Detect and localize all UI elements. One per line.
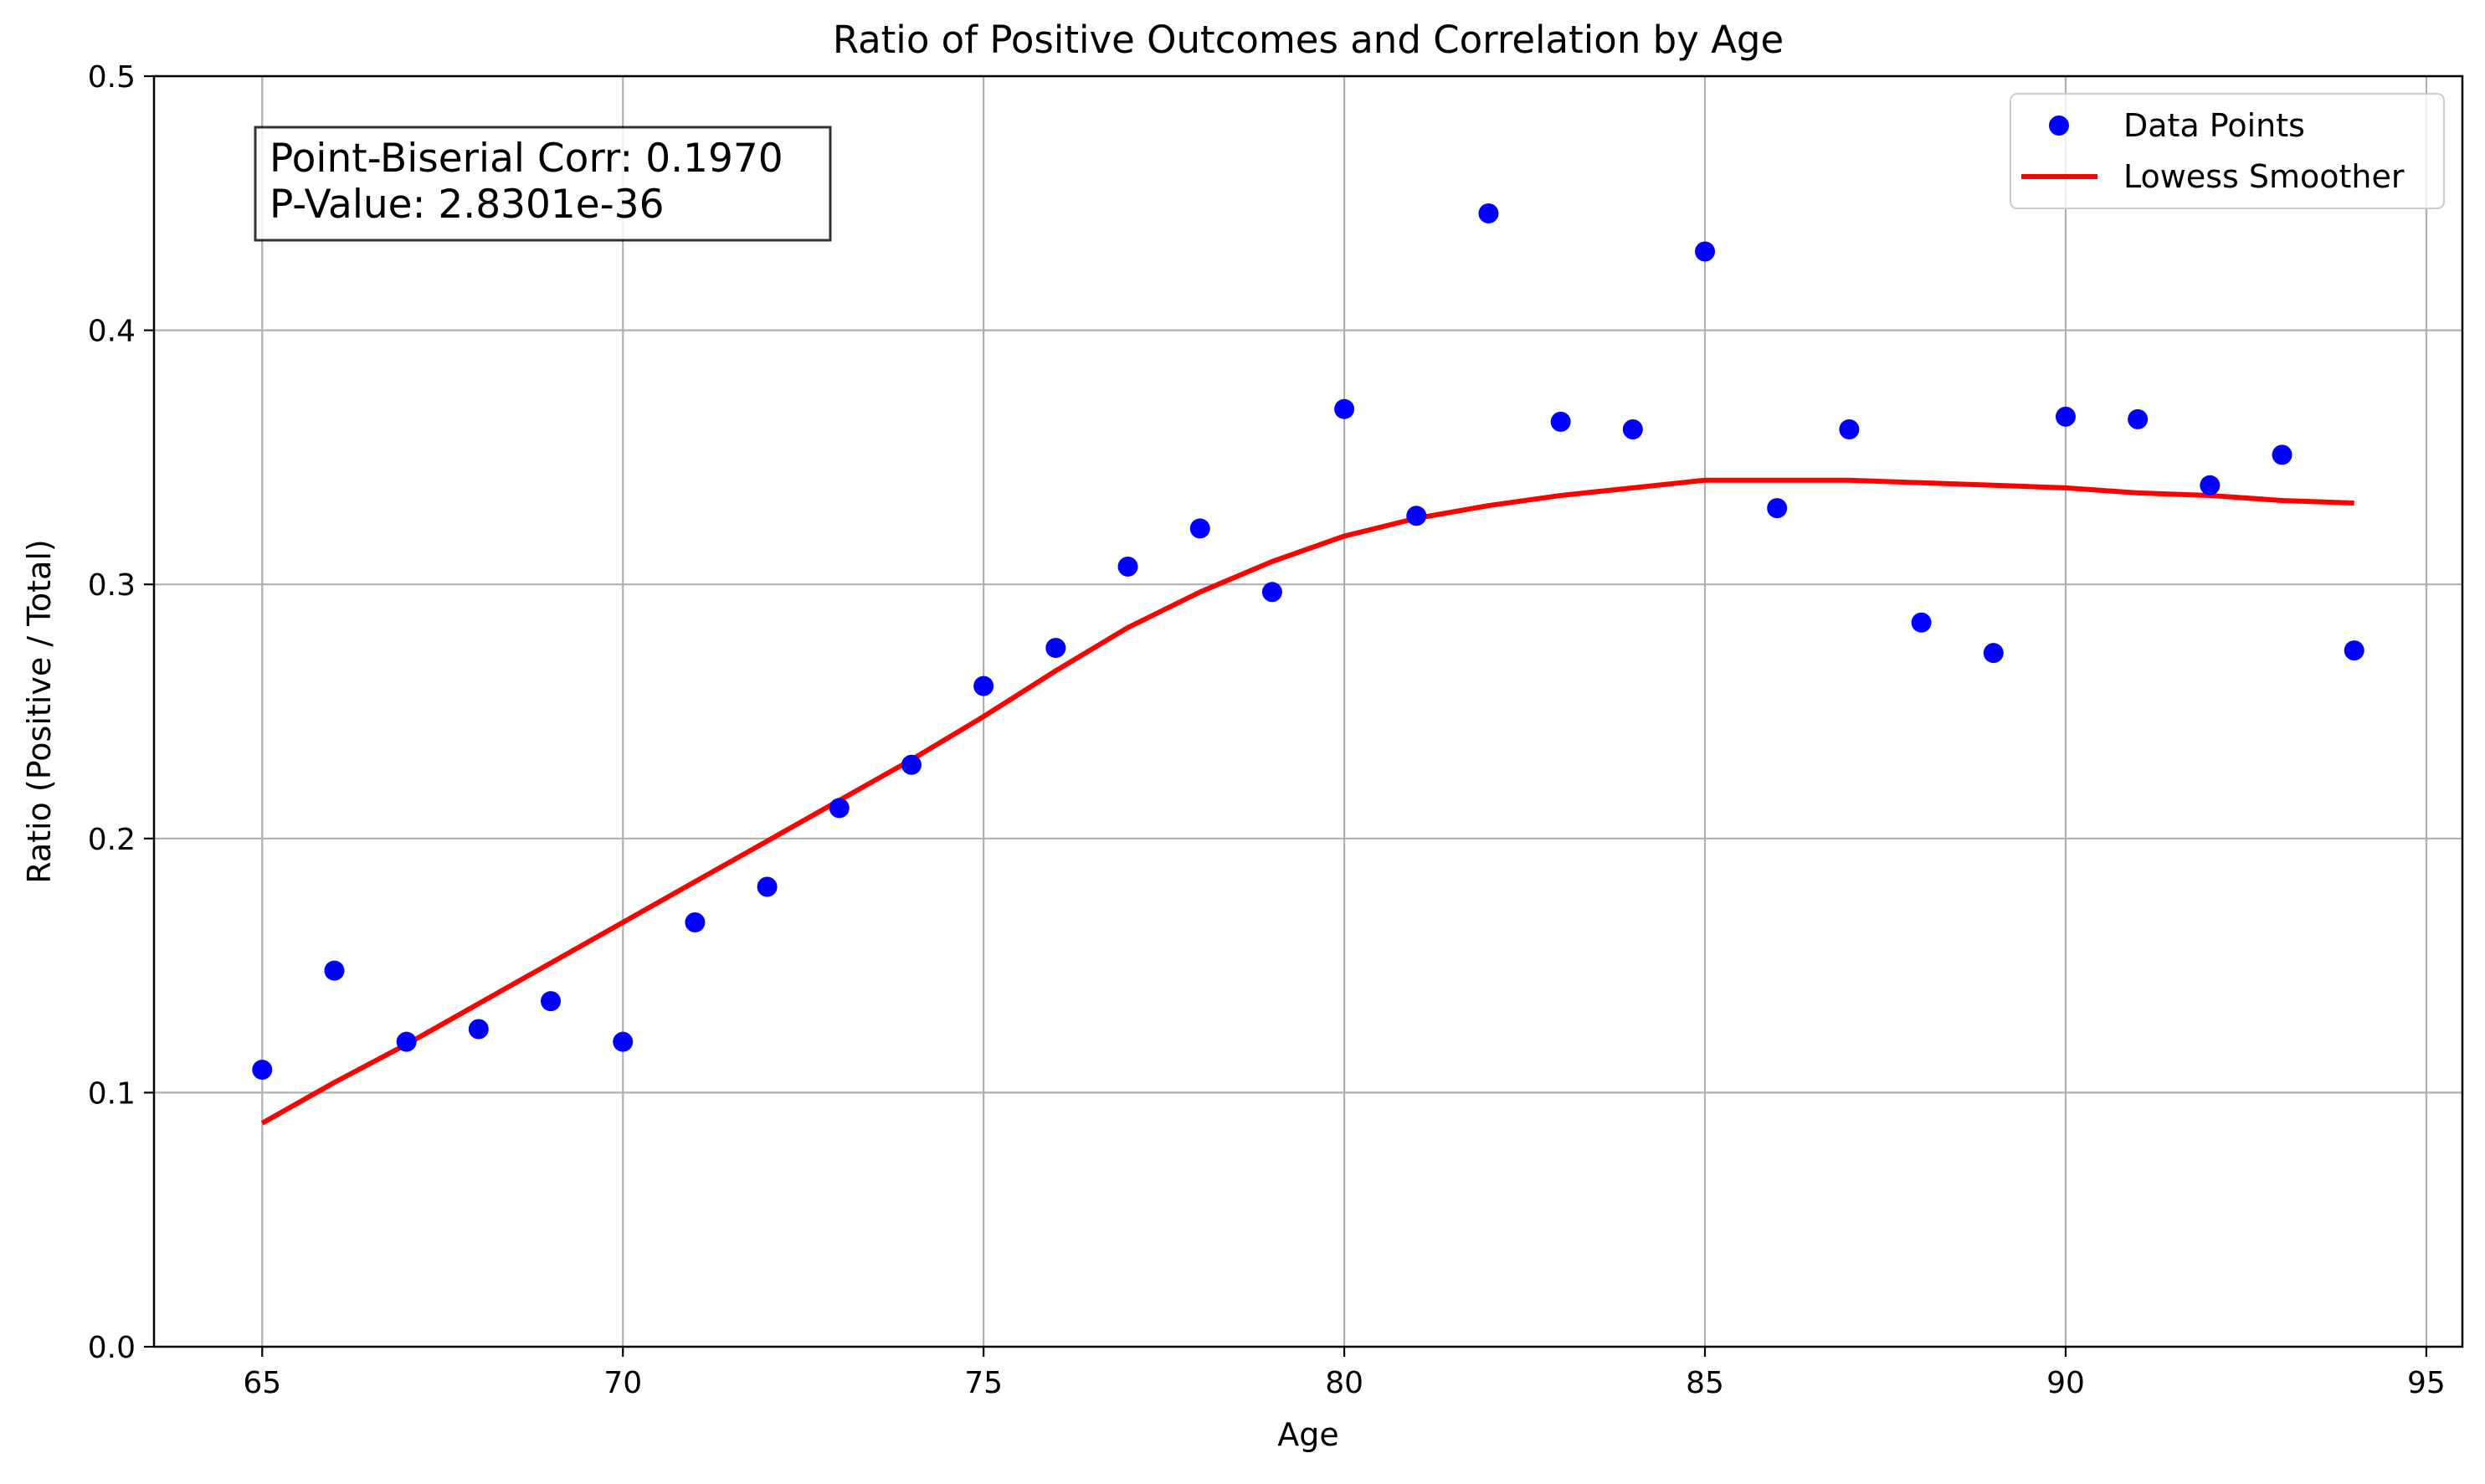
point-layer: [252, 203, 2364, 1081]
data-point: [252, 1060, 273, 1081]
data-point: [829, 798, 850, 819]
grid-layer: [154, 74, 2462, 1348]
data-point: [685, 911, 706, 932]
x-tick-label: 85: [1686, 1366, 1724, 1400]
annotation-correlation-text: Point-Biserial Corr: 0.1970: [270, 136, 783, 182]
y-tick-label: 0.3: [88, 568, 136, 603]
y-tick-label: 0.5: [88, 60, 136, 95]
annotation-box: Point-Biserial Corr: 0.1970 P-Value: 2.8…: [254, 126, 832, 242]
data-point: [1189, 518, 1210, 539]
x-tick-label: 90: [2046, 1366, 2085, 1400]
tick-layer: 65 70 75 80 85 90 95 0.0 0.1 0.2 0.3 0.4 0.5: [88, 60, 2446, 1400]
x-tick-label: 95: [2407, 1366, 2446, 1400]
data-point: [973, 675, 994, 696]
data-point: [468, 1019, 489, 1040]
data-point: [1478, 203, 1499, 223]
data-point: [2344, 640, 2364, 661]
data-point: [1839, 419, 1860, 440]
data-point: [396, 1031, 417, 1052]
x-tick-label: 70: [603, 1366, 642, 1400]
data-point: [1622, 419, 1643, 440]
x-tick-label: 75: [964, 1366, 1003, 1400]
data-point: [1911, 612, 1932, 633]
legend-label-data-points: Data Points: [2123, 107, 2305, 144]
legend-frame: [2010, 93, 2445, 209]
data-point: [2272, 444, 2292, 465]
y-tick-label: 0.4: [88, 315, 136, 349]
data-point: [1983, 643, 2004, 664]
chart-title: Ratio of Positive Outcomes and Correlati…: [833, 18, 1784, 62]
data-point: [2055, 406, 2076, 427]
data-point: [1695, 241, 1716, 262]
y-tick-label: 0.0: [88, 1331, 136, 1365]
data-point: [757, 876, 778, 897]
x-tick-label: 80: [1325, 1366, 1363, 1400]
legend-label-lowess-smoother: Lowess Smoother: [2123, 158, 2405, 195]
plot-frame: [152, 74, 2464, 1348]
data-point: [324, 960, 345, 981]
data-point: [1334, 398, 1355, 419]
annotation-p-value-text: P-Value: 2.8301e-36: [270, 182, 665, 228]
legend: Data Points Lowess Smoother: [2010, 93, 2445, 209]
line-layer: [260, 477, 2354, 1126]
data-point: [2128, 408, 2149, 429]
data-point: [1045, 638, 1066, 659]
data-point: [1117, 556, 1138, 577]
data-point: [541, 991, 562, 1012]
data-point: [1261, 582, 1282, 603]
y-axis-label: Ratio (Positive / Total): [21, 539, 58, 884]
legend-marker-data-points: [2049, 116, 2069, 136]
data-point: [613, 1031, 634, 1052]
annotation-frame: [254, 126, 832, 242]
data-point: [1767, 498, 1788, 519]
x-tick-label: 65: [243, 1366, 281, 1400]
y-tick-label: 0.2: [88, 823, 136, 857]
y-tick-label: 0.1: [88, 1076, 136, 1111]
data-point: [1406, 506, 1427, 526]
data-point: [901, 754, 922, 775]
data-point: [1550, 411, 1571, 432]
lowess-smoother-line: [260, 477, 2354, 1126]
data-point: [2200, 475, 2221, 496]
x-axis-label: Age: [1277, 1416, 1339, 1453]
